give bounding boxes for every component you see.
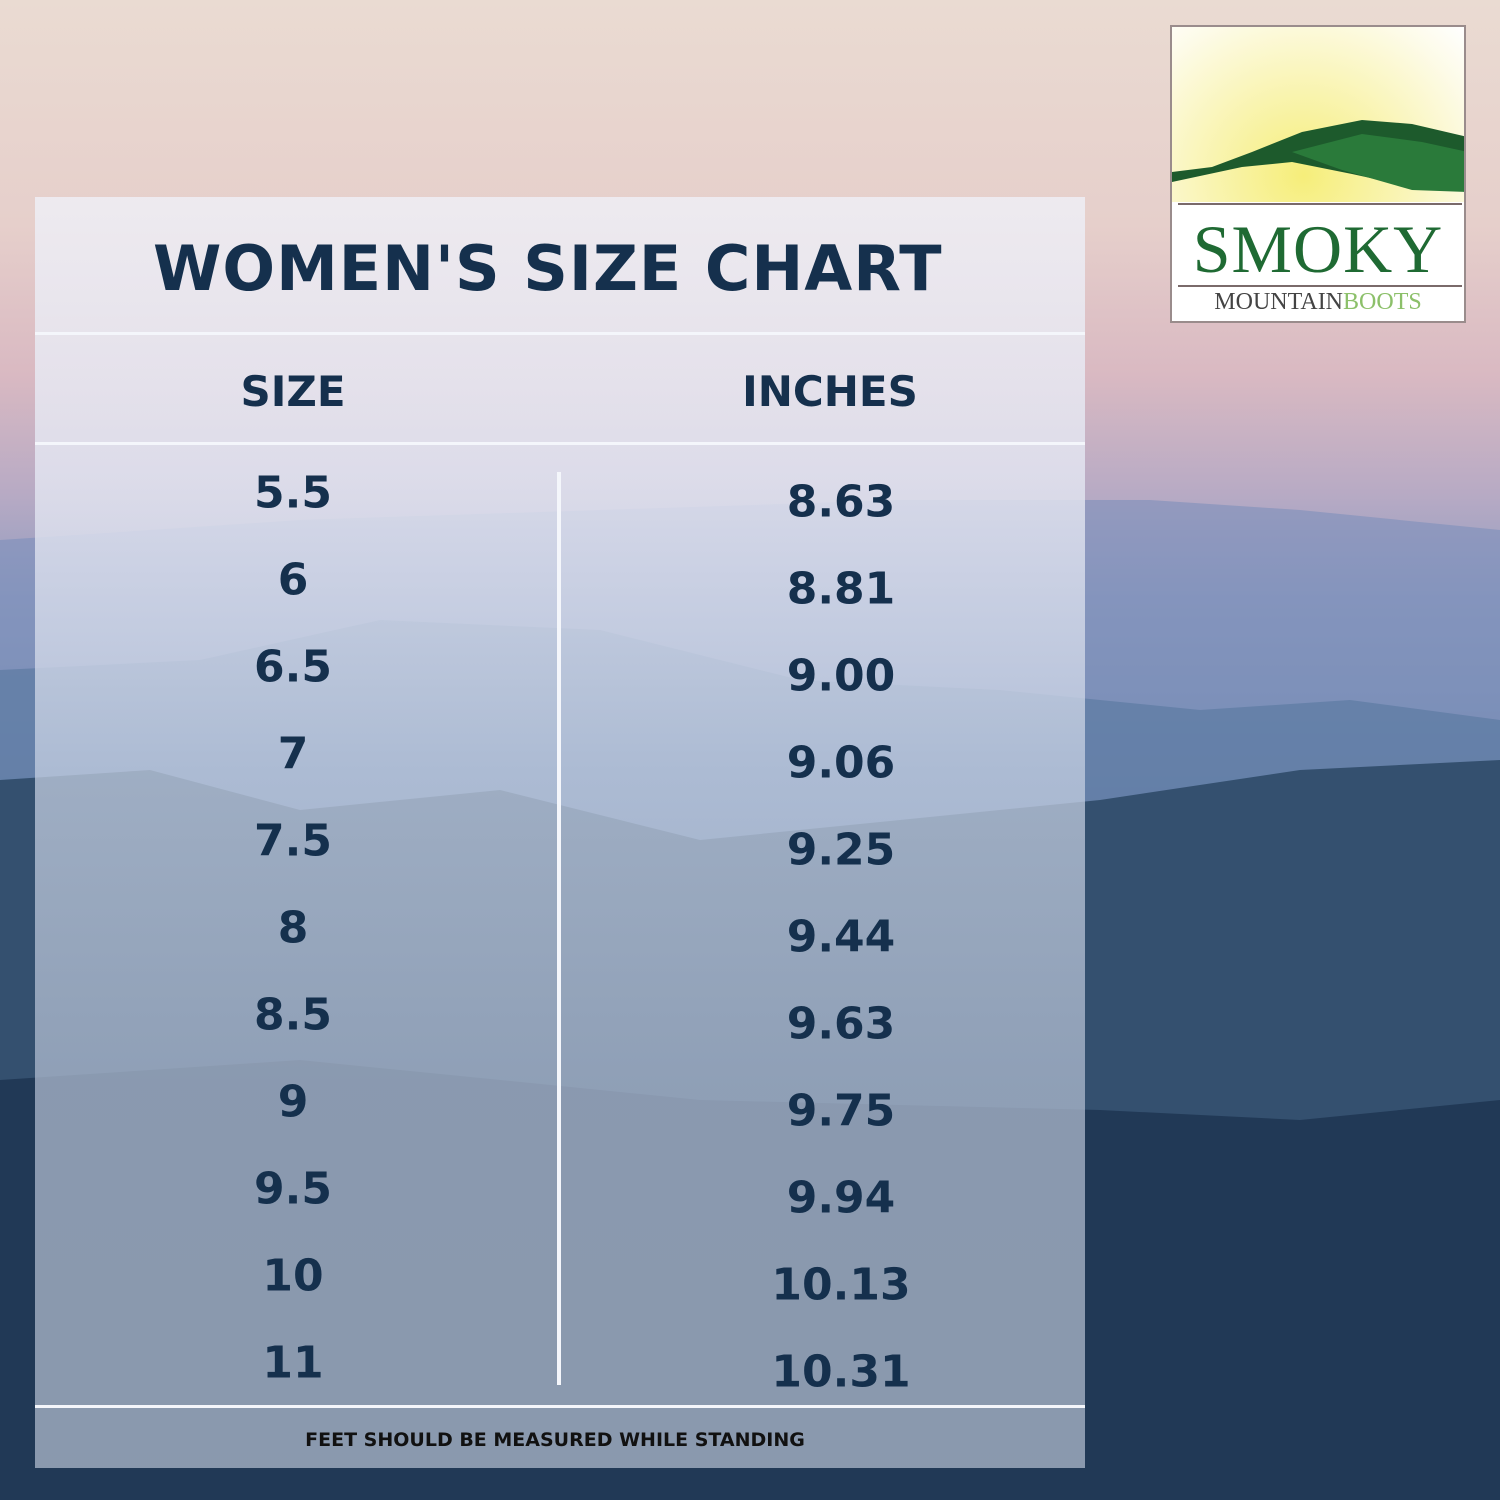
logo-text-smoky: SMOKY [1192, 211, 1444, 287]
inches-cell: 9.06 [786, 737, 896, 789]
column-divider [557, 472, 561, 1385]
inches-cell: 9.75 [786, 1085, 896, 1137]
inches-cell: 9.25 [786, 824, 896, 876]
brand-logo: SMOKY MOUNTAINBOOTS [1170, 25, 1466, 323]
size-cell: 6.5 [254, 641, 332, 693]
logo-text-boots: BOOTS [1343, 289, 1422, 315]
divider [35, 1405, 1085, 1408]
size-cell: 5.5 [254, 467, 332, 519]
size-chart-panel: WOMEN'S SIZE CHART SIZE INCHES 5.5 8.63 6 8… [35, 197, 1085, 1468]
size-cell: 7.5 [254, 815, 332, 867]
inches-cell: 8.63 [786, 476, 896, 528]
column-header-size: SIZE [240, 367, 346, 416]
divider [35, 332, 1085, 335]
mountain-logo-icon [1172, 120, 1464, 192]
inches-cell: 9.63 [786, 998, 896, 1050]
inches-cell: 9.94 [786, 1172, 896, 1224]
inches-cell: 10.31 [771, 1346, 911, 1398]
footer-note: FEET SHOULD BE MEASURED WHILE STANDING [305, 1429, 805, 1451]
size-cell: 9.5 [254, 1163, 332, 1215]
chart-title: WOMEN'S SIZE CHART [153, 232, 943, 305]
logo-rule [1178, 285, 1462, 287]
size-cell: 8.5 [254, 989, 332, 1041]
logo-text-mountain: MOUNTAIN [1214, 289, 1344, 315]
size-cell: 10 [262, 1250, 324, 1302]
logo-rule [1178, 203, 1462, 205]
size-cell: 9 [277, 1076, 309, 1128]
size-cell: 8 [277, 902, 309, 954]
size-cell: 7 [277, 728, 309, 780]
logo-text-sub: MOUNTAINBOOTS [1172, 289, 1464, 316]
inches-cell: 10.13 [771, 1259, 911, 1311]
size-cell: 6 [277, 554, 309, 606]
column-header-inches: INCHES [742, 367, 918, 416]
inches-cell: 9.00 [786, 650, 896, 702]
inches-cell: 8.81 [786, 563, 896, 615]
divider [35, 442, 1085, 445]
size-cell: 11 [262, 1337, 324, 1389]
inches-cell: 9.44 [786, 911, 896, 963]
